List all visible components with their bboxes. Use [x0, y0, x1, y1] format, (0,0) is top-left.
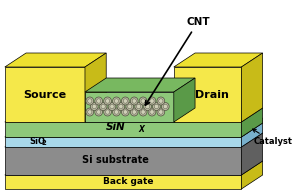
- Text: Source: Source: [23, 90, 66, 100]
- Circle shape: [159, 99, 163, 103]
- Polygon shape: [5, 123, 262, 137]
- Polygon shape: [5, 108, 262, 122]
- Polygon shape: [242, 123, 262, 147]
- Circle shape: [99, 103, 107, 111]
- Text: Si substrate: Si substrate: [82, 155, 149, 165]
- Circle shape: [132, 110, 136, 114]
- Polygon shape: [242, 118, 262, 137]
- Circle shape: [112, 97, 120, 105]
- Circle shape: [159, 110, 163, 114]
- Polygon shape: [242, 133, 262, 175]
- Polygon shape: [242, 53, 262, 122]
- Circle shape: [122, 97, 129, 105]
- Circle shape: [123, 99, 128, 103]
- Circle shape: [117, 103, 125, 111]
- Circle shape: [90, 103, 98, 111]
- Circle shape: [148, 108, 156, 116]
- Circle shape: [92, 104, 96, 109]
- Circle shape: [135, 103, 142, 111]
- Circle shape: [108, 103, 116, 111]
- Circle shape: [161, 103, 169, 111]
- Circle shape: [154, 104, 158, 109]
- Circle shape: [119, 104, 123, 109]
- Circle shape: [130, 108, 138, 116]
- Polygon shape: [85, 78, 195, 92]
- Polygon shape: [5, 133, 262, 147]
- Circle shape: [141, 110, 145, 114]
- Text: SiO: SiO: [29, 137, 45, 146]
- Polygon shape: [242, 108, 262, 137]
- Polygon shape: [178, 118, 262, 132]
- Circle shape: [157, 97, 165, 105]
- Polygon shape: [5, 147, 242, 175]
- Circle shape: [110, 104, 114, 109]
- Circle shape: [114, 99, 118, 103]
- Circle shape: [112, 108, 120, 116]
- Circle shape: [132, 99, 136, 103]
- Circle shape: [97, 110, 101, 114]
- Circle shape: [153, 103, 160, 111]
- Circle shape: [123, 110, 128, 114]
- Polygon shape: [85, 53, 106, 122]
- Circle shape: [86, 108, 94, 116]
- Circle shape: [163, 104, 167, 109]
- Circle shape: [95, 97, 103, 105]
- Polygon shape: [174, 67, 242, 122]
- Circle shape: [148, 97, 156, 105]
- Circle shape: [97, 99, 101, 103]
- Circle shape: [126, 103, 134, 111]
- Polygon shape: [242, 161, 262, 189]
- Circle shape: [157, 108, 165, 116]
- Text: X: X: [138, 126, 144, 135]
- Circle shape: [141, 99, 145, 103]
- Circle shape: [146, 104, 150, 109]
- Circle shape: [150, 99, 154, 103]
- Polygon shape: [5, 53, 106, 67]
- Circle shape: [101, 104, 105, 109]
- Text: Drain: Drain: [196, 90, 230, 100]
- Polygon shape: [5, 122, 242, 137]
- Circle shape: [88, 99, 92, 103]
- Circle shape: [105, 110, 110, 114]
- Circle shape: [128, 104, 132, 109]
- Circle shape: [104, 108, 111, 116]
- Circle shape: [139, 108, 147, 116]
- Circle shape: [139, 97, 147, 105]
- Polygon shape: [5, 175, 242, 189]
- Circle shape: [104, 97, 111, 105]
- Polygon shape: [174, 78, 195, 122]
- Circle shape: [95, 108, 103, 116]
- Polygon shape: [5, 67, 85, 122]
- Text: 2: 2: [41, 140, 46, 146]
- Text: Catalyst: Catalyst: [253, 129, 293, 146]
- Text: SiN: SiN: [106, 122, 126, 132]
- Circle shape: [86, 97, 94, 105]
- Circle shape: [136, 104, 141, 109]
- Polygon shape: [5, 161, 262, 175]
- Circle shape: [144, 103, 152, 111]
- Circle shape: [122, 108, 129, 116]
- Text: CNT: CNT: [146, 17, 210, 105]
- Circle shape: [105, 99, 110, 103]
- Circle shape: [114, 110, 118, 114]
- Polygon shape: [5, 137, 242, 147]
- Circle shape: [130, 97, 138, 105]
- Text: Back gate: Back gate: [103, 177, 154, 186]
- Polygon shape: [85, 92, 174, 122]
- Polygon shape: [178, 132, 242, 137]
- Circle shape: [88, 110, 92, 114]
- Circle shape: [150, 110, 154, 114]
- Polygon shape: [174, 53, 262, 67]
